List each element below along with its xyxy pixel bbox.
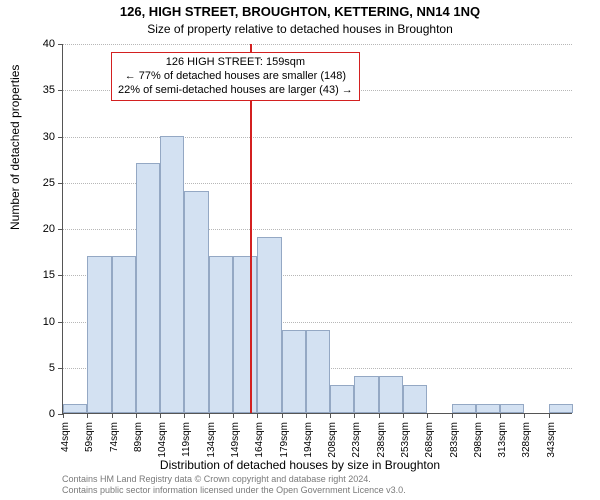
attribution-line: Contains public sector information licen… [62,485,406,496]
xtick-mark [87,413,88,418]
ytick-label: 15 [5,269,55,281]
xtick-mark [500,413,501,418]
ytick-mark [58,322,63,323]
histogram-bar [452,404,476,413]
xtick-label: 44sqm [60,422,71,452]
plot-area: 126 HIGH STREET: 159sqm ← 77% of detache… [62,44,572,414]
xtick-label: 164sqm [254,422,265,458]
histogram-bar [209,256,233,413]
ytick-label: 10 [5,316,55,328]
ytick-label: 0 [5,408,55,420]
histogram-bar [306,330,330,413]
xtick-label: 134sqm [206,422,217,458]
histogram-bar [160,136,184,414]
histogram-bar [87,256,111,413]
histogram-bar [112,256,136,413]
xtick-label: 298sqm [473,422,484,458]
histogram-bar [330,385,354,413]
xtick-label: 268sqm [424,422,435,458]
ytick-mark [58,368,63,369]
chart-title: 126, HIGH STREET, BROUGHTON, KETTERING, … [0,4,600,19]
xtick-label: 89sqm [133,422,144,452]
xtick-mark [403,413,404,418]
xtick-mark [330,413,331,418]
attribution-line: Contains HM Land Registry data © Crown c… [62,474,406,485]
attribution: Contains HM Land Registry data © Crown c… [62,474,406,496]
xtick-mark [306,413,307,418]
xtick-mark [63,413,64,418]
marker-annotation: 126 HIGH STREET: 159sqm ← 77% of detache… [111,52,360,101]
ytick-mark [58,275,63,276]
xtick-label: 149sqm [230,422,241,458]
xtick-mark [427,413,428,418]
histogram-bar [379,376,403,413]
chart-container: 126, HIGH STREET, BROUGHTON, KETTERING, … [0,0,600,500]
xtick-mark [257,413,258,418]
xtick-mark [282,413,283,418]
xtick-mark [233,413,234,418]
histogram-bar [549,404,573,413]
xtick-mark [476,413,477,418]
histogram-bar [136,163,160,413]
histogram-bar [233,256,257,413]
xtick-mark [112,413,113,418]
ytick-label: 30 [5,131,55,143]
grid-line [63,44,572,45]
ytick-mark [58,90,63,91]
xtick-label: 313sqm [497,422,508,458]
xtick-label: 238sqm [376,422,387,458]
ytick-label: 20 [5,223,55,235]
xtick-mark [549,413,550,418]
ytick-label: 35 [5,84,55,96]
xtick-mark [524,413,525,418]
xtick-mark [184,413,185,418]
xtick-label: 328sqm [521,422,532,458]
xtick-label: 283sqm [449,422,460,458]
xtick-mark [209,413,210,418]
grid-line [63,137,572,138]
xtick-mark [354,413,355,418]
histogram-bar [354,376,378,413]
xtick-label: 253sqm [400,422,411,458]
histogram-bar [476,404,500,413]
histogram-bar [500,404,524,413]
xtick-label: 208sqm [327,422,338,458]
xtick-label: 179sqm [279,422,290,458]
ytick-label: 40 [5,38,55,50]
ytick-label: 25 [5,177,55,189]
annotation-line: ← 77% of detached houses are smaller (14… [118,70,353,84]
x-axis-label: Distribution of detached houses by size … [0,458,600,472]
xtick-label: 104sqm [157,422,168,458]
xtick-label: 59sqm [84,422,95,452]
xtick-label: 119sqm [181,422,192,457]
xtick-mark [379,413,380,418]
histogram-bar [282,330,306,413]
ytick-mark [58,183,63,184]
ytick-mark [58,44,63,45]
xtick-label: 194sqm [303,422,314,458]
ytick-mark [58,229,63,230]
histogram-bar [257,237,281,413]
xtick-label: 343sqm [546,422,557,458]
xtick-mark [136,413,137,418]
xtick-label: 74sqm [109,422,120,452]
annotation-line: 126 HIGH STREET: 159sqm [118,56,353,70]
annotation-line: 22% of semi-detached houses are larger (… [118,84,353,98]
chart-subtitle: Size of property relative to detached ho… [0,22,600,36]
histogram-bar [184,191,208,413]
histogram-bar [403,385,427,413]
histogram-bar [63,404,87,413]
ytick-label: 5 [5,362,55,374]
xtick-label: 223sqm [351,422,362,458]
xtick-mark [452,413,453,418]
ytick-mark [58,137,63,138]
xtick-mark [160,413,161,418]
